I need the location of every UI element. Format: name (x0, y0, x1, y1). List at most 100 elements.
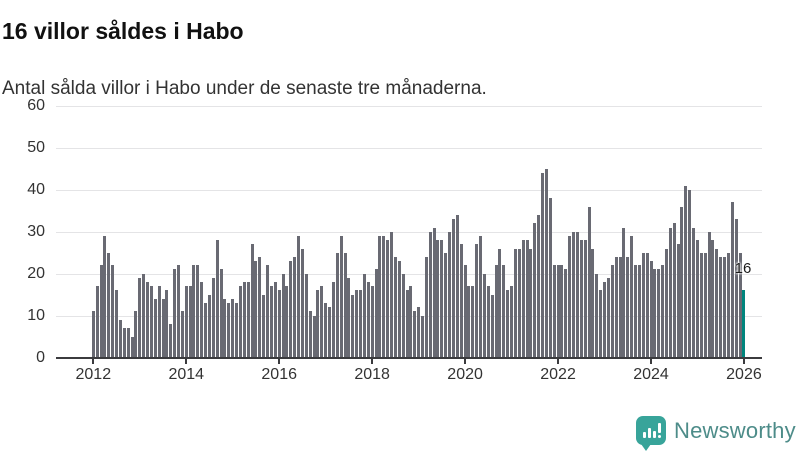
y-axis-label: 50 (27, 138, 45, 156)
bar (665, 248, 668, 358)
gridline (56, 147, 762, 149)
y-axis-label: 20 (27, 264, 45, 282)
bar (312, 315, 316, 358)
bar (575, 231, 579, 358)
x-axis-tick (92, 359, 95, 364)
x-axis-tick (464, 359, 467, 364)
bar (266, 265, 270, 358)
bar (587, 206, 591, 358)
bar (548, 198, 552, 358)
bar (630, 235, 634, 358)
bar (599, 290, 603, 358)
bar (603, 282, 607, 358)
bar (552, 265, 556, 358)
bar (463, 265, 467, 358)
bar (726, 252, 730, 358)
bar (134, 311, 138, 358)
bar (634, 265, 638, 358)
bar (200, 282, 204, 358)
bar (390, 231, 394, 358)
bar (572, 231, 576, 358)
bar (529, 248, 533, 358)
bar (246, 282, 250, 358)
bar (688, 189, 692, 358)
bar (626, 256, 630, 358)
bar (448, 231, 452, 358)
x-axis-label: 2026 (726, 366, 762, 383)
bar (513, 248, 517, 358)
bar (320, 286, 324, 358)
bar (451, 219, 455, 358)
bar-chart: 0 10 20 30 40 50 60 2012 2014 2016 2018 2020 2022 202… (27, 97, 762, 383)
bar (254, 261, 258, 358)
bar (719, 256, 723, 358)
bar (192, 265, 196, 358)
bar (734, 219, 738, 358)
bar (157, 286, 161, 358)
bar (219, 269, 223, 358)
bar (188, 286, 192, 358)
bar (235, 303, 239, 358)
bar (308, 311, 312, 358)
newsworthy-logo-text: Newsworthy (674, 417, 796, 443)
bar (324, 303, 328, 358)
bar (366, 282, 370, 358)
bar (118, 319, 122, 358)
x-axis-label: 2024 (633, 366, 669, 383)
bar (184, 286, 188, 358)
bar (676, 244, 680, 358)
bar (637, 265, 641, 358)
bar (537, 214, 541, 358)
bar (161, 298, 165, 358)
bar (494, 265, 498, 358)
bar (417, 307, 421, 358)
bar (107, 252, 111, 358)
bar (672, 223, 676, 358)
bar (111, 265, 115, 358)
bar (103, 235, 107, 358)
bar (223, 298, 227, 358)
bar (138, 277, 142, 358)
bar (560, 265, 564, 358)
bar (730, 202, 734, 358)
bar (622, 227, 626, 358)
bar (126, 328, 130, 358)
bar (339, 235, 343, 358)
bar (331, 282, 335, 358)
bar (262, 294, 266, 358)
bar (467, 286, 471, 358)
bar (455, 214, 459, 358)
bar (482, 273, 486, 358)
bar (405, 290, 409, 358)
bar (153, 298, 157, 358)
bar (180, 311, 184, 358)
bar (421, 315, 424, 358)
bar (122, 328, 126, 358)
last-value-annotation: 16 (734, 260, 752, 278)
chart-subtitle: Antal sålda villor i Habo under de senas… (2, 78, 487, 99)
bar (142, 273, 146, 358)
x-axis-tick (278, 359, 281, 364)
x-axis-label: 2020 (447, 366, 483, 383)
x-axis-label: 2016 (261, 366, 297, 383)
bar (359, 290, 363, 358)
x-axis-label: 2018 (354, 366, 390, 383)
bar (618, 256, 622, 358)
bar (579, 240, 583, 358)
bar (610, 265, 614, 358)
bar (343, 252, 347, 358)
bar (95, 286, 99, 358)
bar (661, 265, 665, 358)
bar (335, 252, 339, 358)
bar (591, 248, 595, 358)
gridline (56, 106, 762, 107)
bar (401, 273, 405, 358)
bar (277, 290, 281, 358)
bar (196, 265, 200, 358)
bar (711, 240, 715, 358)
bar (738, 252, 742, 358)
newsworthy-speech-bubble-chart-icon (636, 416, 666, 451)
bar (699, 252, 703, 358)
bar (397, 261, 401, 358)
bar (378, 235, 382, 358)
